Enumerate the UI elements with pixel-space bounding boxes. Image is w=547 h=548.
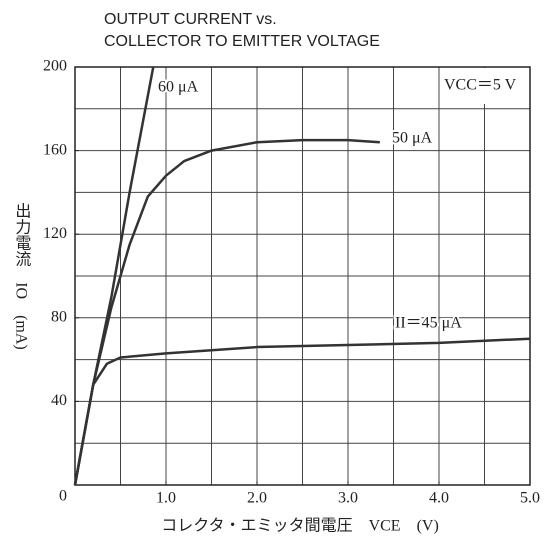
series-label: 60 μA <box>158 79 199 96</box>
y-tick-label: 160 <box>43 141 67 158</box>
y-axis-label: 出力電流 IO (mA) <box>12 202 31 350</box>
data-line <box>73 337 531 486</box>
x-tick-label: 1.0 <box>156 490 176 507</box>
y-tick-label: 40 <box>51 392 67 409</box>
x-tick-label: 3.0 <box>338 490 358 507</box>
annotation: VCC＝5 V <box>444 77 517 94</box>
x-tick-label: 4.0 <box>429 490 449 507</box>
annotation-box <box>440 68 529 104</box>
series-label: II＝45 μA <box>395 315 462 332</box>
y-tick-label: 120 <box>43 225 67 242</box>
y-tick-label: 0 <box>59 488 67 505</box>
plot-frame <box>74 66 531 486</box>
x-tick-label: 2.0 <box>247 490 267 507</box>
chart-title: COLLECTOR TO EMITTER VOLTAGE <box>104 33 380 50</box>
y-tick-label: 80 <box>51 308 67 325</box>
chart-title: OUTPUT CURRENT vs. <box>104 11 277 28</box>
series-label: 50 μA <box>392 130 433 147</box>
data-line <box>73 138 380 486</box>
y-tick-label: 200 <box>43 58 67 75</box>
x-tick-label: 5.0 <box>520 490 540 507</box>
x-axis-label: コレクタ・エミッタ間電圧 VCE (V) <box>161 517 439 535</box>
